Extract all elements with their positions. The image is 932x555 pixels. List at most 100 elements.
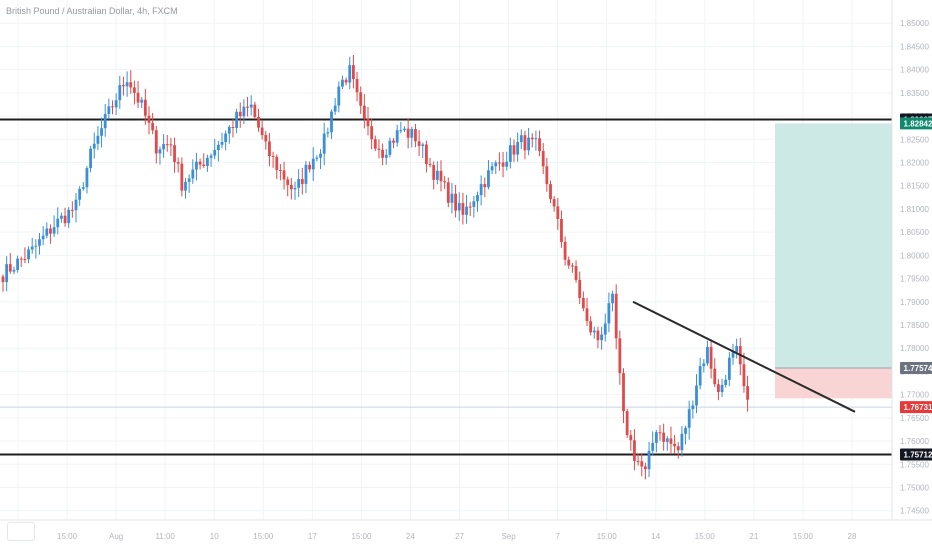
candle-body (746, 386, 749, 400)
candle-body (592, 330, 596, 333)
price-tick-label: 1.85000 (900, 19, 929, 28)
candle-body (235, 111, 238, 128)
candle-body (519, 135, 523, 143)
candle-body (607, 303, 611, 324)
candle-body (27, 249, 30, 260)
candle-body (362, 105, 366, 119)
candle-body (571, 265, 574, 267)
candle-body (216, 144, 220, 151)
candle-body (530, 137, 534, 140)
candle-body (129, 82, 133, 88)
price-tick-label: 1.79000 (900, 298, 929, 307)
candle-body (242, 106, 246, 117)
candle-body (498, 162, 501, 164)
candle-body (38, 239, 41, 246)
time-tick-label: 10 (210, 532, 219, 541)
candle-body (702, 363, 706, 367)
time-axis[interactable]: 2715:00Aug11:001015:001715:002427Sep715:… (14, 532, 857, 541)
candle-body (348, 65, 352, 83)
candle-body (549, 184, 552, 200)
price-marker-badge (900, 401, 932, 414)
candle-body (523, 135, 527, 151)
candle-body (191, 169, 195, 179)
candle-body (366, 118, 370, 127)
price-tick-label: 1.78000 (900, 344, 929, 353)
candle-body (173, 145, 176, 163)
candle-body (279, 170, 282, 172)
candle-body (512, 145, 516, 155)
candle-body (300, 178, 304, 184)
time-tick-label: 27 (455, 532, 464, 541)
candle-body (158, 149, 162, 154)
time-tick-label: 15:00 (597, 532, 618, 541)
candle-body (695, 385, 698, 406)
candle-body (30, 246, 34, 250)
candle-body (297, 178, 301, 188)
candle-body (706, 346, 709, 364)
candle-body (341, 79, 344, 87)
candle-body (589, 321, 593, 333)
price-tick-label: 1.80000 (900, 251, 929, 260)
candle-body (111, 106, 114, 108)
candle-body (352, 65, 355, 80)
candle-body (658, 432, 662, 434)
candle-body (516, 142, 520, 155)
time-tick-label: 7 (555, 532, 560, 541)
candle-body (311, 158, 315, 170)
candle-body (403, 128, 406, 131)
time-tick-label: 28 (848, 532, 857, 541)
price-marker-label: 1.77574 (904, 364, 932, 373)
trendline-layer[interactable] (632, 300, 856, 413)
candle-body (581, 298, 585, 309)
candle-body (574, 266, 578, 280)
price-tick-label: 1.84500 (900, 42, 929, 51)
price-tick-label: 1.79500 (900, 275, 929, 284)
candle-body (133, 87, 136, 93)
time-tick-label: 21 (749, 532, 758, 541)
candle-body (720, 384, 724, 393)
candle-body (286, 179, 290, 185)
candle-body (662, 432, 666, 442)
candle-body (260, 127, 264, 136)
price-marker-label: 1.82842 (904, 119, 932, 128)
candle-body (636, 460, 640, 462)
candle-body (691, 405, 695, 410)
candle-body (114, 100, 118, 108)
candle-body (89, 148, 92, 169)
price-marker-label: 1.75712 (904, 450, 932, 459)
price-tick-label: 1.81500 (900, 182, 929, 191)
candle-body (165, 144, 169, 146)
candle-body (257, 116, 260, 128)
candles (1, 54, 749, 480)
time-tick-label: 15:00 (793, 532, 814, 541)
candle-body (337, 86, 341, 106)
candle-body (304, 164, 308, 184)
candle-body (264, 135, 268, 142)
candle-body (136, 92, 140, 103)
candle-body (603, 323, 607, 335)
time-tick-label: 15:00 (57, 532, 78, 541)
candle-body (425, 144, 428, 165)
candle-body (268, 141, 271, 157)
logo-badge[interactable] (8, 523, 34, 540)
candle-body (96, 135, 100, 144)
candle-body (717, 384, 720, 393)
candle-body (67, 209, 71, 224)
candle-body (457, 203, 461, 211)
candle-body (373, 139, 377, 149)
candle-body (614, 293, 618, 339)
candle-body (742, 364, 746, 387)
candle-body (154, 130, 158, 154)
price-tick-label: 1.78500 (900, 321, 929, 330)
candle-body (315, 157, 319, 159)
candle-body (388, 140, 392, 155)
position-tool[interactable] (0, 123, 892, 408)
candle-body (644, 466, 647, 470)
candle-body (162, 144, 165, 150)
candle-body (107, 106, 111, 115)
candle-body (560, 218, 563, 242)
candle-body (727, 357, 731, 380)
